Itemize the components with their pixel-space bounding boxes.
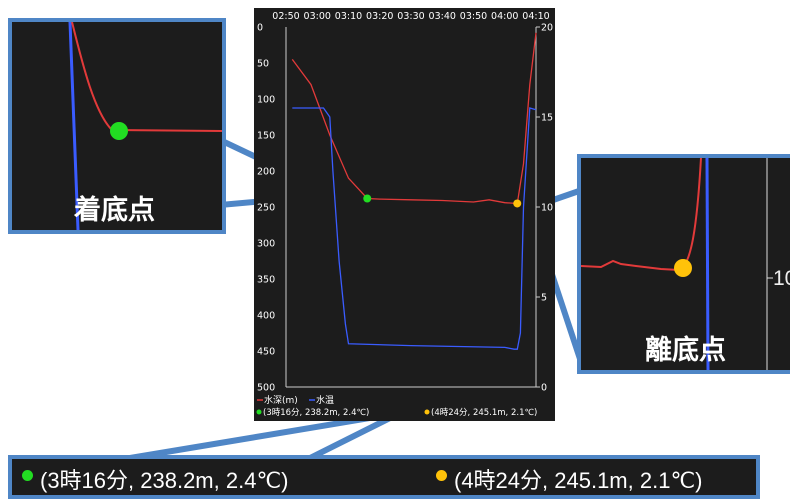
y-right-tick-label: 5 (541, 293, 547, 304)
leaving-info-text: (4時24分, 245.1m, 2.1℃) (454, 468, 703, 493)
x-tick-label: 02:50 (272, 11, 299, 22)
landing-info-text: (3時16分, 238.2m, 2.4℃) (40, 468, 289, 493)
y-left-tick-label: 50 (257, 59, 269, 70)
landing-dot-icon (22, 470, 33, 481)
depth-series-line (291, 32, 537, 205)
x-tick-label: 03:30 (397, 11, 424, 22)
zoom-depth-line (581, 158, 702, 272)
main-chart-panel: 02:50 03:00 03:10 03:20 03:30 03:40 03:50 04:00… (254, 8, 555, 421)
legend-temp-label: 水温 (316, 394, 334, 406)
y-left-tick-label: 150 (257, 131, 275, 142)
leaving-dot-icon (436, 470, 447, 481)
y-left-tick-label: 350 (257, 275, 275, 286)
y-left-tick-label: 200 (257, 167, 275, 178)
zoom-axis-tick-label: 10 (773, 267, 790, 290)
y-right-tick-label: 0 (541, 383, 547, 394)
leaving-zoom-panel: 10 離底点 (577, 154, 790, 374)
leaving-marker (674, 259, 692, 277)
y-left-tick-label: 100 (257, 95, 275, 106)
y-left-tick-label: 450 (257, 347, 275, 358)
y-right-tick-label: 10 (541, 203, 553, 214)
y-left-tick-label: 300 (257, 239, 275, 250)
y-left-tick-label: 400 (257, 311, 275, 322)
landing-point-marker (363, 194, 372, 203)
y-left-tick-label: 0 (257, 23, 263, 34)
landing-zoom-plot (68, 22, 222, 230)
zoom-depth-line (71, 22, 222, 132)
x-tick-label: 04:00 (491, 11, 518, 22)
zoom-temperature-line (705, 158, 710, 370)
legend-landing-text: (3時16分, 238.2m, 2.4℃) (263, 408, 369, 418)
y-left-tick-label: 250 (257, 203, 275, 214)
legend-landing-dot (256, 409, 262, 415)
leaving-point-marker (513, 199, 522, 208)
legend-depth-label: 水深(m) (264, 394, 298, 406)
x-tick-label: 03:10 (335, 11, 362, 22)
zoom-temperature-line (68, 22, 80, 230)
marker-info-bar: (3時16分, 238.2m, 2.4℃) (4時24分, 245.1m, 2.… (8, 455, 760, 499)
x-tick-label: 03:20 (366, 11, 393, 22)
legend-leaving-dot (424, 409, 430, 415)
y-right-tick-label: 20 (541, 23, 553, 34)
leaving-callout-label: 離底点 (645, 335, 726, 366)
leaving-zoom-plot (581, 158, 773, 370)
landing-zoom-panel: 着底点 (8, 18, 226, 234)
landing-marker (110, 122, 128, 140)
x-tick-label: 03:50 (460, 11, 487, 22)
landing-callout-label: 着底点 (74, 195, 155, 226)
x-tick-label: 03:40 (429, 11, 456, 22)
y-right-tick-label: 15 (541, 113, 553, 124)
x-tick-label: 04:10 (522, 11, 549, 22)
x-tick-label: 03:00 (304, 11, 331, 22)
legend-leaving-text: (4時24分, 245.1m, 2.1℃) (431, 408, 537, 418)
depth-temperature-chart: 02:50 03:00 03:10 03:20 03:30 03:40 03:50 04:00… (256, 11, 553, 418)
y-left-tick-label: 500 (257, 383, 275, 394)
temperature-series-line (292, 107, 537, 350)
